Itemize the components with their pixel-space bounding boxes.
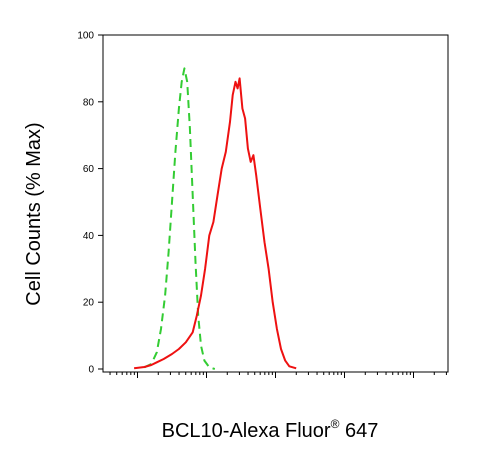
y-tick-label: 100 (77, 31, 94, 42)
x-axis-label-suffix: 647 (339, 420, 378, 442)
sample-histogram-line (133, 77, 297, 370)
x-axis-label: BCL10-Alexa Fluor® 647 (162, 417, 379, 442)
x-axis-label-main: BCL10-Alexa Fluor (162, 420, 331, 442)
y-axis-label: Cell Counts (% Max) (23, 122, 45, 305)
x-axis-label-superscript: ® (331, 417, 340, 431)
y-tick-label: 40 (83, 231, 95, 242)
series-layer (133, 67, 297, 370)
y-tick-label: 0 (88, 365, 94, 376)
y-tick-label: 80 (83, 97, 95, 108)
y-tick-label: 60 (83, 164, 95, 175)
axes: 0 20 40 60 80 100 (77, 31, 449, 378)
y-tick-label: 20 (83, 298, 95, 309)
control-histogram-line (143, 67, 216, 370)
